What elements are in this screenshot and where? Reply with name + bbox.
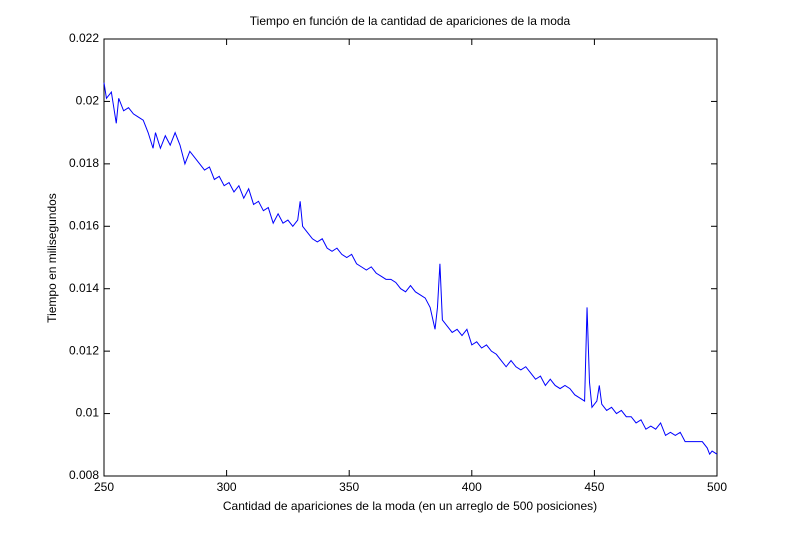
y-tick-label: 0.012	[69, 343, 99, 357]
y-axis-label: Tiempo en milisegundos	[45, 193, 59, 323]
y-tick-label: 0.016	[69, 218, 99, 232]
x-tick-label: 400	[462, 480, 482, 494]
x-tick-label: 350	[339, 480, 359, 494]
y-tick-label: 0.014	[69, 281, 99, 295]
y-tick-label: 0.022	[69, 31, 99, 45]
x-tick-label: 250	[94, 480, 114, 494]
x-axis-label: Cantidad de apariciones de la moda (en u…	[223, 499, 597, 513]
plot-frame	[103, 38, 718, 477]
chart-title: Tiempo en función de la cantidad de apar…	[250, 14, 571, 28]
x-tick-label: 300	[217, 480, 237, 494]
y-tick-label: 0.02	[76, 94, 100, 108]
y-tick-label: 0.01	[76, 406, 100, 420]
data-line	[103, 82, 718, 456]
x-tick-label: 500	[707, 480, 727, 494]
y-tick-label: 0.018	[69, 156, 99, 170]
y-tick-label: 0.008	[69, 468, 99, 482]
x-tick-label: 450	[584, 480, 604, 494]
